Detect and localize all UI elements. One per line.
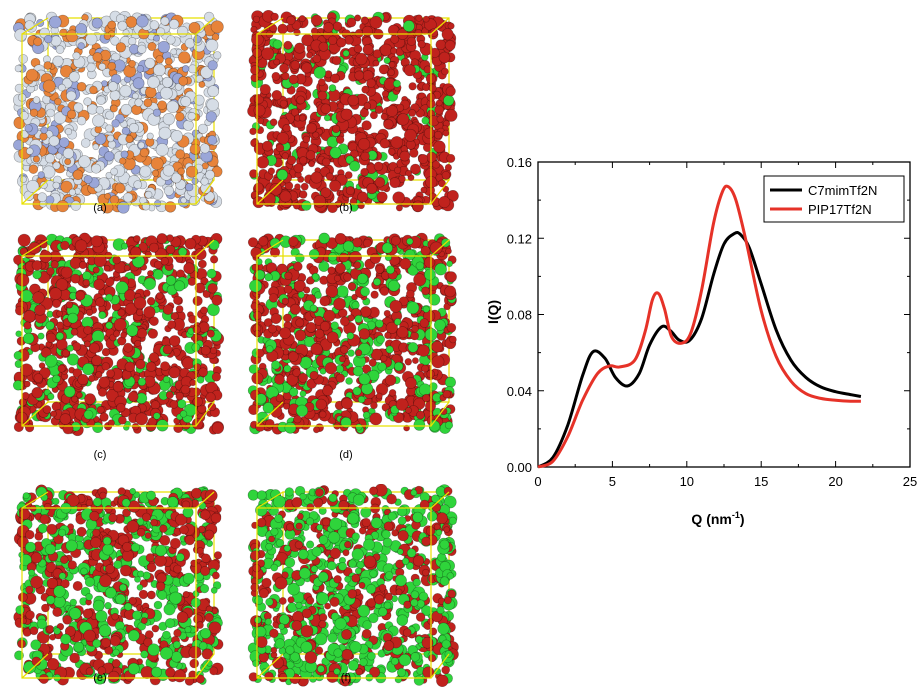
x-tick-label: 25	[903, 474, 917, 489]
panel-label: (a)	[93, 202, 107, 214]
snapshot-panel	[243, 484, 459, 688]
snapshot-panel	[8, 10, 224, 214]
iq-chart: 0 5 10 15 20 25 0.00 0.04 0.08 0.12 0.16 C7mimTf2N…	[485, 155, 918, 527]
molecule-box	[247, 10, 459, 214]
legend-label: PIP17Tf2N	[808, 202, 872, 217]
molecule-box	[247, 484, 459, 688]
box-frame-front	[256, 491, 450, 679]
atom-spheres	[247, 232, 457, 435]
atom-spheres	[12, 232, 225, 437]
y-tick-label: 0.12	[507, 231, 532, 246]
legend-box	[763, 175, 905, 223]
snapshot-panel	[8, 484, 224, 686]
x-tick-label: 20	[828, 474, 842, 489]
box-frame-front	[21, 17, 215, 205]
panel-label: (c)	[93, 449, 107, 461]
atom-spheres	[13, 484, 224, 686]
x-axis-title: Q (nm-1)	[691, 510, 744, 527]
box-frame-front	[256, 17, 450, 205]
series-line-PIP17Tf2N	[537, 184, 861, 469]
box-frame-front	[21, 239, 215, 427]
chart-legend: C7mimTf2N PIP17Tf2N	[763, 175, 905, 223]
x-tick-label: 5	[609, 474, 616, 489]
molecule-box	[247, 232, 457, 435]
box-frame-front	[21, 491, 215, 679]
y-axis-title: I(Q)	[485, 300, 501, 324]
atom-spheres	[247, 484, 459, 688]
y-tick-label: 0.08	[507, 308, 532, 323]
chart-axes: 0 5 10 15 20 25 0.00 0.04 0.08 0.12 0.16	[507, 155, 918, 489]
snapshot-panel	[8, 232, 225, 437]
molecule-box	[12, 232, 225, 437]
panel-label: (f)	[340, 672, 352, 684]
x-tick-label: 0	[534, 474, 541, 489]
x-tick-label: 15	[754, 474, 768, 489]
snapshot-panel	[243, 232, 457, 435]
atom-spheres	[247, 10, 459, 214]
atom-spheres	[12, 10, 224, 214]
y-tick-label: 0.16	[507, 155, 532, 170]
molecule-box	[13, 484, 224, 686]
y-tick-label: 0.00	[507, 460, 532, 475]
box-frame-front	[256, 239, 450, 427]
series-line-C7mimTf2N	[537, 230, 862, 469]
panel-label: (d)	[339, 449, 353, 461]
y-tick-label: 0.04	[507, 384, 532, 399]
panel-label: (b)	[339, 202, 353, 214]
legend-label: C7mimTf2N	[808, 183, 877, 198]
panel-label: (e)	[93, 672, 107, 684]
chart-lines	[537, 184, 862, 469]
snapshot-panel	[243, 10, 459, 214]
molecule-box	[12, 10, 224, 214]
x-tick-label: 10	[680, 474, 694, 489]
